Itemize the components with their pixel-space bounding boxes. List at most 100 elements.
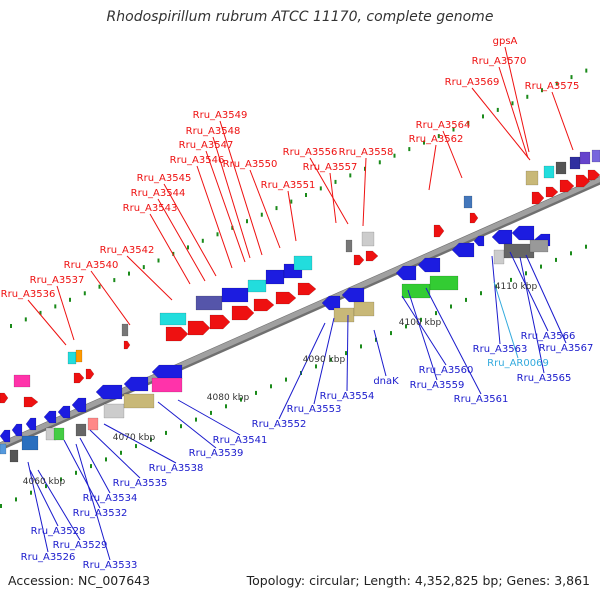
- reverse-gene-block: [493, 249, 505, 265]
- gene-label: Rru_A3526: [21, 552, 76, 563]
- forward-gene-block: [75, 349, 83, 363]
- ring-tick: [390, 331, 392, 336]
- leader-line: [498, 66, 529, 159]
- gene-label: Rru_A3550: [223, 159, 278, 170]
- ring-tick: [510, 277, 512, 282]
- gene-label: Rru_A3539: [189, 448, 244, 459]
- gene-label: Rru_A3563: [473, 344, 528, 355]
- ring-tick: [231, 225, 234, 230]
- forward-gene: [365, 250, 379, 262]
- forward-gene-block: [361, 231, 375, 247]
- gene-label: Rru_A3564: [416, 120, 471, 131]
- leader-line: [313, 317, 335, 405]
- ring-tick: [45, 484, 47, 489]
- ring-tick: [555, 81, 558, 86]
- gene-label: Rru_A3552: [252, 419, 307, 430]
- gene-label: Rru_A3569: [445, 77, 500, 88]
- leader-line: [551, 91, 574, 151]
- ring-tick: [90, 464, 92, 469]
- reverse-gene-block: [353, 301, 375, 317]
- reverse-gene: [451, 242, 475, 258]
- leader-line: [196, 165, 233, 269]
- forward-gene-block: [159, 312, 187, 326]
- gene-label: Rru_A3570: [472, 56, 527, 67]
- leader-line: [471, 87, 531, 161]
- gene-label: Rru_A3545: [137, 173, 192, 184]
- leader-line: [219, 120, 263, 256]
- leader-line: [163, 183, 217, 277]
- gene-label: Rru_A3536: [1, 289, 56, 300]
- ring-tick: [270, 384, 272, 389]
- reverse-gene-block: [529, 239, 549, 253]
- scale-label: 4100 kbp: [399, 318, 442, 328]
- forward-gene-block: [591, 149, 600, 163]
- gene-label: Rru_A3553: [287, 404, 342, 415]
- ring-tick: [0, 504, 2, 508]
- ring-tick: [334, 179, 337, 184]
- ring-tick: [570, 75, 573, 80]
- ring-tick: [420, 317, 422, 322]
- scale-label: 4110 kbp: [495, 282, 538, 292]
- forward-gene: [123, 340, 131, 350]
- leader-line: [509, 251, 549, 332]
- reverse-gene: [491, 229, 513, 245]
- reverse-gene-block: [503, 243, 535, 259]
- forward-gene-block: [121, 323, 129, 337]
- forward-gene-block: [13, 374, 31, 388]
- ring-tick: [150, 437, 152, 442]
- leader-line: [177, 399, 241, 436]
- gene-label: Rru_A3542: [100, 245, 155, 256]
- forward-gene: [275, 291, 297, 305]
- forward-gene-block: [463, 195, 473, 209]
- ring-tick: [30, 490, 32, 495]
- ring-tick: [467, 120, 470, 125]
- ring-tick: [216, 232, 219, 237]
- ring-tick: [240, 397, 242, 402]
- ring-tick: [260, 212, 263, 217]
- gene-label: Rru_A3556: [283, 147, 338, 158]
- reverse-gene-block: [21, 435, 39, 451]
- ring-tick: [54, 304, 57, 309]
- reverse-gene-block: [333, 307, 355, 323]
- gene-label: Rru_A3532: [73, 508, 128, 519]
- forward-gene-block: [221, 287, 249, 303]
- ring-tick: [330, 357, 332, 362]
- gene-label: Rru_A3528: [31, 526, 86, 537]
- leader-line: [491, 255, 501, 345]
- ring-tick: [246, 219, 248, 224]
- forward-gene: [23, 396, 39, 408]
- reverse-gene: [43, 410, 57, 424]
- ring-tick: [225, 404, 227, 409]
- accession-text: Accession: NC_007643: [8, 573, 151, 588]
- scale-labels-layer: 4060 kbp 4070 kbp 4080 kbp 4090 kbp 4100 kbp…: [23, 282, 538, 487]
- leader-line: [157, 401, 217, 449]
- leader-line: [373, 329, 387, 377]
- forward-gene: [575, 174, 591, 188]
- gene-label: Rru_AR0069: [487, 358, 549, 369]
- forward-gene-block: [67, 351, 77, 365]
- forward-gene: [297, 282, 317, 296]
- ring-tick: [15, 497, 17, 502]
- leader-line: [519, 256, 545, 374]
- forward-gene-block: [265, 269, 285, 285]
- gene-label: Rru_A3575: [525, 81, 580, 92]
- ring-tick: [113, 278, 116, 283]
- ring-tick: [585, 244, 587, 249]
- leader-line: [442, 130, 463, 179]
- ring-tick: [511, 101, 514, 106]
- forward-gene-block: [345, 239, 353, 253]
- forward-gene: [469, 212, 479, 224]
- leader-line: [212, 136, 251, 259]
- ring-tick: [201, 238, 204, 243]
- forward-gene: [187, 320, 211, 336]
- gene-label: Rru_A3560: [419, 365, 474, 376]
- ring-tick: [437, 134, 440, 139]
- forward-gene-block: [525, 170, 539, 186]
- ring-tick: [305, 193, 307, 197]
- reverse-gene: [511, 225, 535, 241]
- reverse-gene-block: [9, 449, 19, 463]
- leader-line: [407, 289, 438, 381]
- genome-title: Rhodospirillum rubrum ATCC 11170, comple…: [106, 9, 494, 25]
- ring-tick: [540, 264, 542, 269]
- label-leader-lines: [27, 46, 574, 561]
